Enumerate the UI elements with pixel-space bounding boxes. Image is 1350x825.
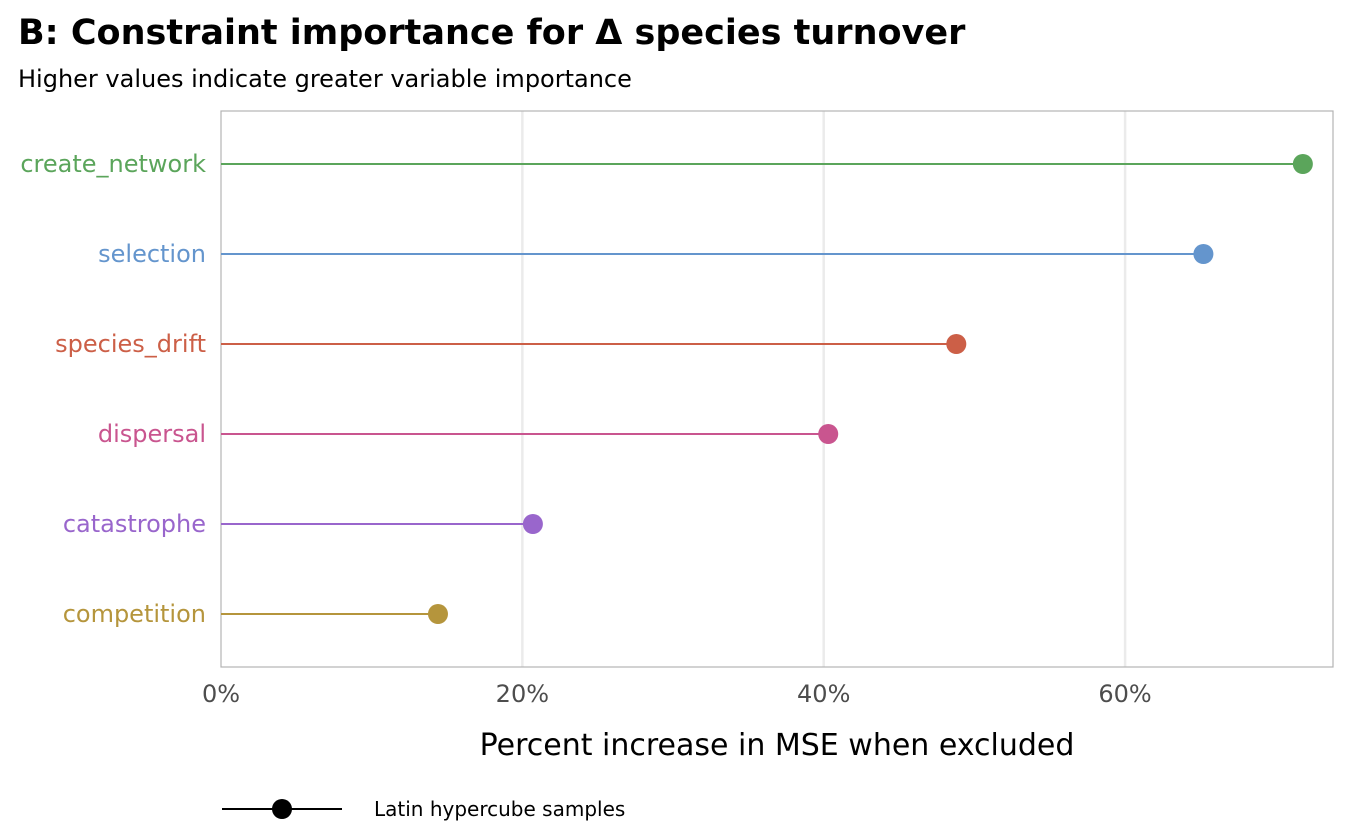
lollipop-point — [1292, 154, 1313, 174]
lollipop-point — [522, 514, 543, 534]
grid-lines — [521, 111, 1127, 667]
lollipop-marks — [221, 154, 1313, 624]
legend-label: Latin hypercube samples — [374, 797, 625, 821]
x-axis-title: Percent increase in MSE when excluded — [480, 728, 1075, 763]
lollipop-point — [1193, 244, 1214, 264]
category-label: species_drift — [55, 330, 206, 358]
category-label: create_network — [20, 150, 206, 178]
lollipop-point — [427, 604, 448, 624]
legend-key-point — [272, 799, 292, 819]
x-tick-label: 0% — [202, 680, 240, 708]
lollipop-point — [818, 424, 839, 444]
x-tick-label: 20% — [496, 680, 549, 708]
chart-subtitle: Higher values indicate greater variable … — [18, 65, 632, 93]
category-label: dispersal — [98, 420, 206, 448]
category-label: catastrophe — [63, 510, 206, 538]
x-tick-label: 60% — [1098, 680, 1151, 708]
legend: Latin hypercube samples — [222, 797, 625, 821]
x-axis-ticks: 0% 20% 40% 60% — [202, 680, 1152, 708]
category-label: competition — [63, 600, 206, 628]
category-label: selection — [98, 240, 206, 268]
lollipop-point — [946, 334, 967, 354]
chart-title: B: Constraint importance for Δ species t… — [18, 13, 966, 53]
x-tick-label: 40% — [797, 680, 850, 708]
plot-panel-border — [220, 110, 1334, 668]
category-labels: create_network selection species_driftdisp… — [20, 150, 206, 628]
